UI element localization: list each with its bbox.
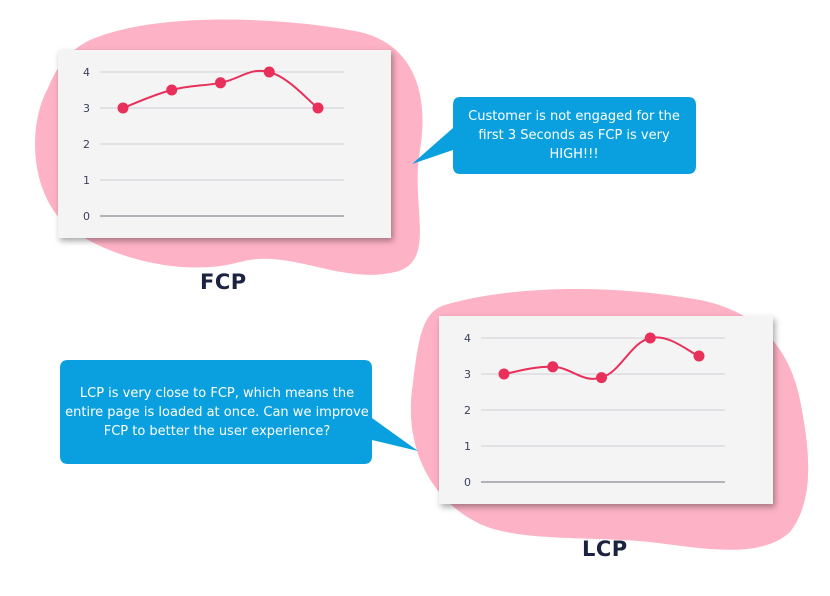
lcp-y-tick-label: 2 <box>464 404 471 417</box>
lcp-data-point <box>693 350 705 362</box>
fcp-data-point <box>263 66 275 78</box>
lcp-y-tick-label: 4 <box>464 332 471 345</box>
fcp-y-tick-label: 2 <box>83 138 90 151</box>
fcp-data-point <box>166 84 178 96</box>
lcp-line-chart: 0 1 2 3 4 <box>464 332 725 489</box>
fcp-y-tick-label: 1 <box>83 174 90 187</box>
fcp-y-tick-label: 4 <box>83 66 90 79</box>
lcp-data-point <box>596 372 607 384</box>
lcp-callout-bubble <box>60 360 418 464</box>
lcp-data-point <box>644 332 656 344</box>
fcp-chart-title: FCP <box>200 270 247 294</box>
fcp-data-point <box>312 102 324 114</box>
fcp-callout-bubble <box>412 97 696 174</box>
lcp-chart-title: LCP <box>582 537 628 561</box>
lcp-callout-text: LCP is very close to FCP, which means th… <box>65 385 369 439</box>
fcp-data-point <box>215 77 226 89</box>
lcp-y-tick-label: 1 <box>464 440 471 453</box>
fcp-data-point <box>117 102 129 114</box>
fcp-callout-text: Customer is not engaged for the first 3 … <box>468 108 680 162</box>
lcp-chart-card: 0 1 2 3 4 <box>439 316 773 504</box>
fcp-y-tick-label: 0 <box>83 210 90 223</box>
lcp-y-tick-label: 0 <box>464 476 471 489</box>
lcp-data-point <box>498 368 510 380</box>
fcp-y-tick-label: 3 <box>83 102 90 115</box>
fcp-chart-card: 0 1 2 3 4 <box>58 50 391 238</box>
fcp-line-chart: 0 1 2 3 4 <box>83 66 344 223</box>
lcp-y-tick-label: 3 <box>464 368 471 381</box>
fcp-series-line <box>122 69 319 109</box>
lcp-data-point <box>547 361 559 373</box>
